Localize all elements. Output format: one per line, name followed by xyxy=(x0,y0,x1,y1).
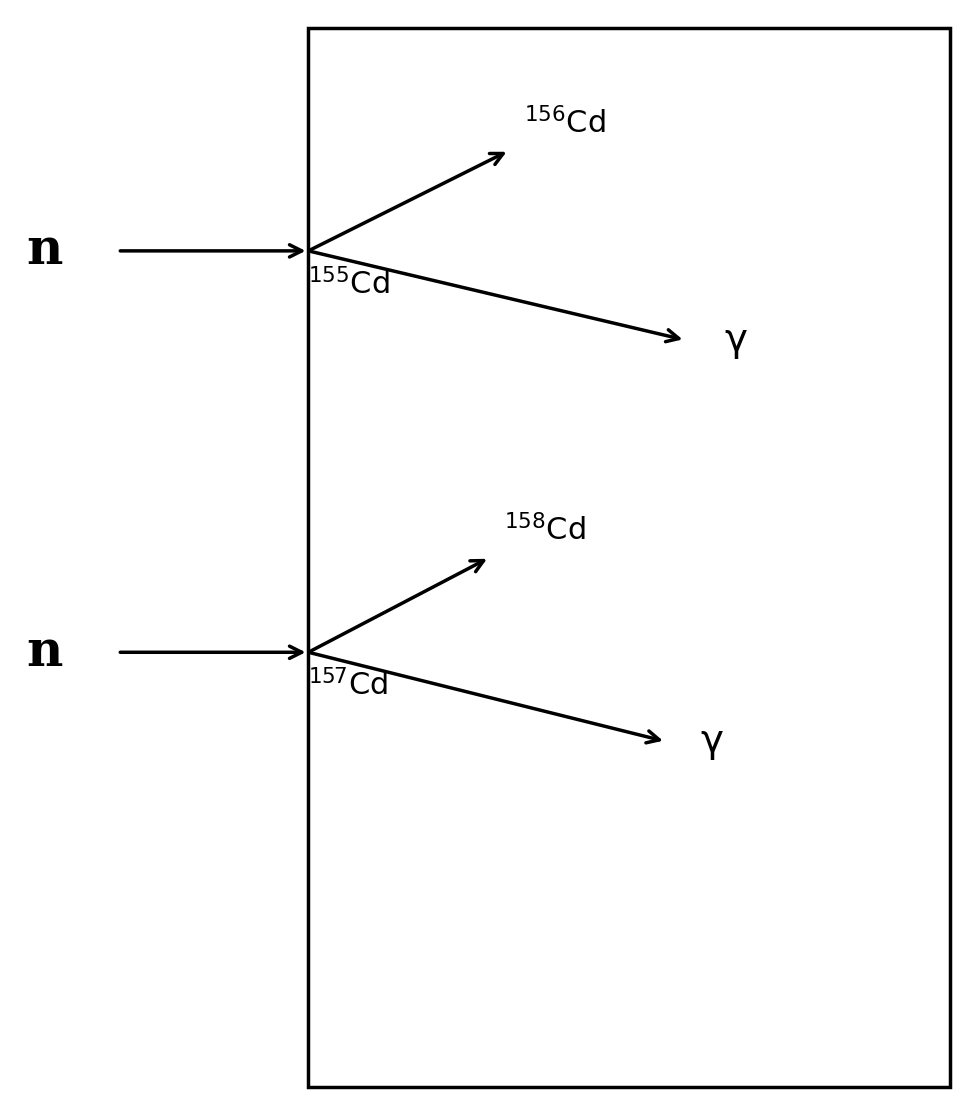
Bar xyxy=(308,28,949,1087)
Text: $^{157}$Cd: $^{157}$Cd xyxy=(308,669,388,701)
Text: γ: γ xyxy=(724,321,746,359)
Text: $^{158}$Cd: $^{158}$Cd xyxy=(504,514,585,546)
Text: γ: γ xyxy=(699,723,722,760)
Text: n: n xyxy=(25,226,63,275)
Text: n: n xyxy=(25,628,63,677)
Text: $^{155}$Cd: $^{155}$Cd xyxy=(308,268,389,300)
Text: $^{156}$Cd: $^{156}$Cd xyxy=(523,107,604,139)
